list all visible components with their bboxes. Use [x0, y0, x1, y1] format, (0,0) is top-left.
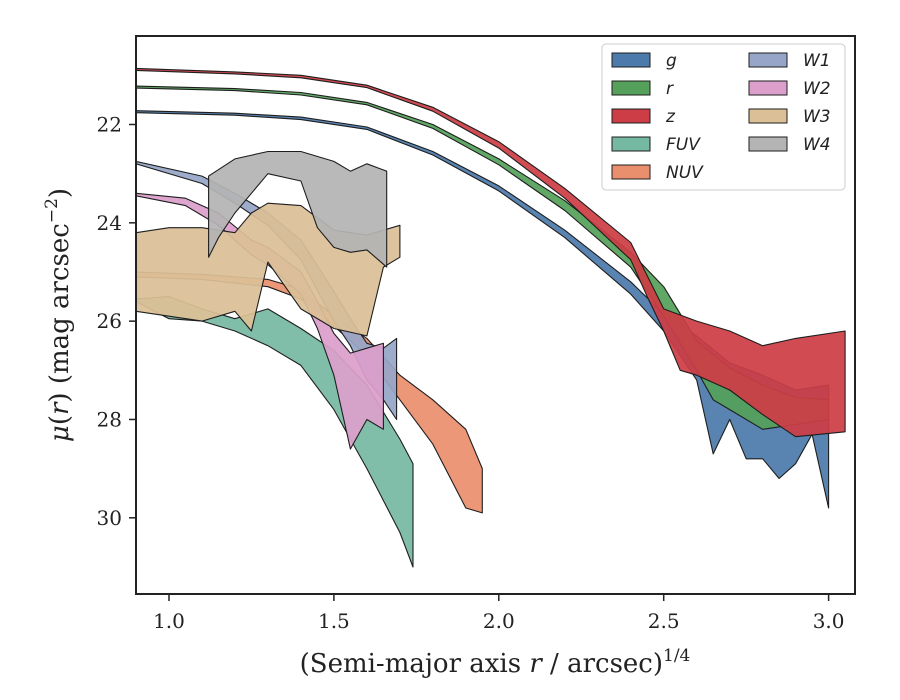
band-w4	[208, 150, 388, 268]
legend: grz FUV NUV W1 W2 W3 W4	[601, 43, 846, 191]
legend-swatch-nuv	[611, 164, 651, 180]
legend-label-g: g	[666, 51, 677, 71]
x-tick-label: 1.0	[153, 609, 185, 633]
y-axis-title: μ(r) (mag arcsec−2)	[42, 188, 75, 442]
legend-swatch-r	[611, 80, 651, 96]
legend-label-fuv: FUV	[666, 135, 701, 155]
legend-swatch-g	[611, 52, 651, 68]
legend-label-nuv: NUV	[666, 163, 704, 183]
legend-label-w1: W1	[803, 51, 831, 71]
legend-label-w2: W2	[803, 79, 831, 99]
x-axis-title: (Semi-major axis r / arcsec)1/4	[300, 646, 691, 679]
x-tick-label: 1.5	[318, 609, 350, 633]
band-g	[136, 110, 830, 509]
y-tick-label: 30	[97, 506, 122, 530]
band-z	[136, 67, 846, 438]
legend-label-w3: W3	[803, 107, 831, 127]
legend-swatch-fuv	[611, 136, 651, 152]
y-tick-label: 26	[97, 309, 122, 333]
legend-label-r: r	[666, 79, 674, 99]
y-axis-ticks: 22 24 26 28 30	[97, 112, 136, 530]
legend-swatch-w1	[748, 52, 788, 68]
y-tick-label: 22	[97, 112, 122, 136]
legend-swatch-w4	[748, 136, 788, 152]
y-tick-label: 28	[97, 407, 122, 431]
x-axis-ticks: 1.0 1.5 2.0 2.5 3.0	[153, 594, 845, 633]
x-tick-label: 3.0	[813, 609, 845, 633]
y-tick-label: 24	[97, 211, 122, 235]
legend-swatch-w3	[748, 108, 788, 124]
profile-bands	[136, 67, 846, 568]
legend-label-z: z	[665, 107, 676, 127]
x-tick-label: 2.5	[648, 609, 680, 633]
legend-swatch-z	[611, 108, 651, 124]
plot-frame	[135, 35, 856, 595]
legend-swatch-w2	[748, 80, 788, 96]
x-tick-label: 2.0	[483, 609, 515, 633]
legend-label-w4: W4	[803, 135, 831, 155]
